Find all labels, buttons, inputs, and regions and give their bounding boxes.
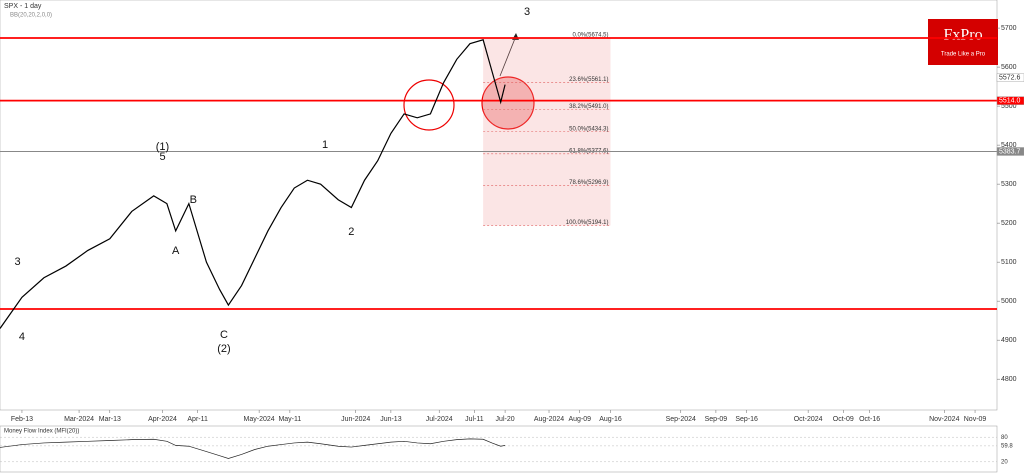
x-tick-label: Jun-13 [380,416,402,423]
x-tick-label: Aug-16 [599,416,622,423]
logo-box [928,19,998,65]
x-tick-label: Oct-16 [859,416,880,423]
price-tag-label: 5572.6 [999,75,1021,82]
mfi-tick-label: 59.8 [1001,443,1013,449]
x-tick-label: Apr-11 [187,416,208,423]
highlight-circle [403,79,455,131]
price-tag-label: 5383.7 [999,148,1021,155]
mfi-line [0,438,506,459]
x-tick-label: Feb-13 [11,416,33,423]
fib-label: 0.0%(5674.5) [572,33,608,39]
x-tick-label: Jul-2024 [426,416,453,423]
x-tick-label: May-11 [278,416,301,423]
x-tick-label: May-2024 [244,416,275,423]
wave-label: 3 [524,6,530,18]
y-tick-label: 5300 [1001,181,1017,188]
y-tick-label: 5600 [1001,64,1017,71]
y-tick-label: 5700 [1001,25,1017,32]
x-tick-label: Nov-09 [964,416,987,423]
x-tick-label: Jun-2024 [341,416,370,423]
chart-title: SPX - 1 day [4,3,42,10]
x-tick-label: Sep-2024 [666,416,696,423]
y-tick-label: 4800 [1001,376,1017,383]
price-tag-label: 5514.0 [999,97,1021,104]
y-tick-label: 5500 [1001,103,1017,110]
logo-tagline: Trade Like a Pro [941,52,986,58]
fib-label: 23.6%(5561.1) [569,77,608,83]
wave-label: 3 [15,256,21,268]
x-tick-label: Jul-11 [465,416,484,423]
x-tick-label: Oct-2024 [794,416,823,423]
wave-label: B [190,194,197,206]
wave-label: 4 [19,331,25,343]
indicator-label: BB(20,20,2,0,0) [10,13,52,19]
x-tick-label: Oct-09 [833,416,854,423]
arrow [499,35,517,77]
fib-label: 78.6%(5296.9) [569,180,608,186]
wave-label: (1) [156,141,169,153]
y-tick-label: 5000 [1001,298,1017,305]
wave-label: 2 [348,226,354,238]
wave-label: 5 [159,151,165,163]
highlight-circle [481,76,535,130]
price-tag [996,96,1024,105]
wave-label: (2) [217,343,230,355]
mfi-tick-label: 20 [1001,459,1008,465]
x-tick-label: Mar-13 [99,416,121,423]
mfi-tick-label: 80 [1001,435,1008,441]
x-tick-label: Nov-2024 [929,416,959,423]
mfi-title: Money Flow Index (MFI(20)) [4,429,79,435]
x-tick-label: Jul-20 [496,416,515,423]
x-tick-label: Aug-2024 [534,416,564,423]
wave-label: 1 [322,139,328,151]
y-tick-label: 4900 [1001,337,1017,344]
y-tick-label: 5100 [1001,259,1017,266]
y-tick-label: 5200 [1001,220,1017,227]
wave-label: A [172,245,180,257]
x-tick-label: Aug-09 [568,416,591,423]
x-tick-label: Apr-2024 [148,416,177,423]
y-tick-label: 5400 [1001,142,1017,149]
x-tick-label: Sep-16 [735,416,758,423]
mfi-frame [0,425,998,473]
x-tick-label: Sep-09 [705,416,728,423]
plot-frame [0,0,998,411]
fib-label: 38.2%(5491.0) [569,104,608,110]
price-tag [996,147,1024,156]
price-tag [996,73,1024,82]
wave-label: C [220,329,228,341]
fib-label: 100.0%(5194.1) [566,220,609,226]
logo-name: FxPro [943,27,982,44]
fib-label: 50.0%(5434.3) [569,126,608,132]
x-tick-label: Mar-2024 [64,416,94,423]
price-line [0,39,506,329]
